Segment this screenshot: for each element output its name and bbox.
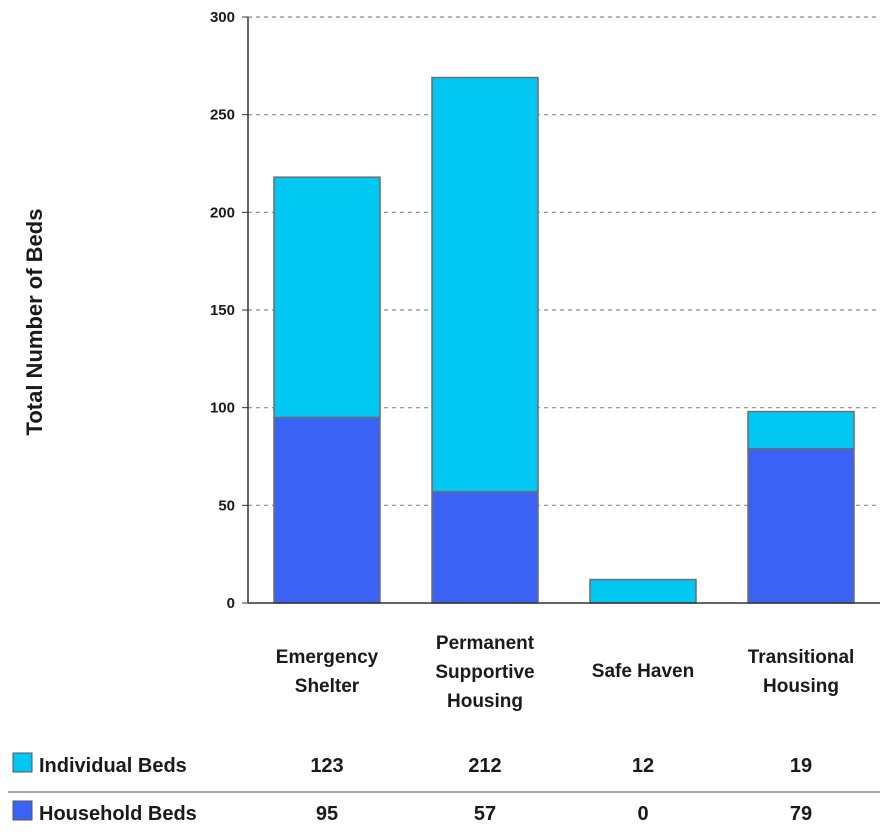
y-tick-label: 250 [210,107,235,124]
y-tick-label: 100 [210,400,235,417]
y-tick-label: 200 [210,204,235,221]
legend-swatch [12,752,33,773]
bar-segment [273,176,381,419]
y-tick-label: 0 [227,595,235,612]
category-label: Supportive [435,662,534,683]
category-label: Emergency [276,647,379,668]
category-label: Permanent [436,633,535,654]
category-label: Safe Haven [592,661,694,682]
bar-segment [589,578,697,604]
category-label: Housing [763,676,839,697]
bar-segment [431,490,539,604]
bar-segment [747,447,855,604]
y-axis-label: Total Number of Beds [22,209,47,436]
data-table-value: 212 [468,755,501,777]
data-table-value: 12 [632,755,654,777]
data-table-value: 19 [790,755,812,777]
bar-segment [273,416,381,604]
data-table-value: 123 [310,755,343,777]
category-label: Housing [447,691,523,712]
legend-swatch [12,800,33,821]
bar-segment [431,76,539,493]
data-table-value: 0 [637,803,648,825]
y-tick-label: 300 [210,9,235,26]
bar-segment [747,410,855,450]
y-tick-label: 50 [218,497,235,514]
data-table-value: 95 [316,803,338,825]
y-tick-label: 150 [210,302,235,319]
category-label: Transitional [748,647,855,668]
data-table-value: 79 [790,803,812,825]
data-table-series-label: Household Beds [39,803,197,825]
data-table-series-label: Individual Beds [39,755,187,777]
category-label: Shelter [295,676,360,697]
data-table-value: 57 [474,803,496,825]
